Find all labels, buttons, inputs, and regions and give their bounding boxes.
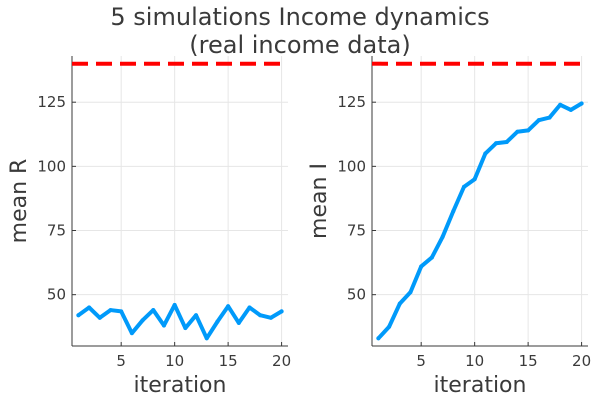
data-point-right-15	[536, 118, 541, 123]
data-point-left-2	[97, 315, 102, 320]
data-point-left-3	[108, 308, 113, 313]
x-axis-title-right: iteration	[434, 373, 527, 398]
y-tick-label-right-0: 50	[347, 286, 366, 304]
panel-left: 5 10 15 20 50 75 100 125 iteration mean R	[7, 56, 291, 398]
data-point-left-9	[172, 302, 177, 307]
x-tick-label-right-3: 20	[572, 352, 591, 370]
panel-right: 5 10 15 20 50 75 100 125 iteration mean I	[307, 56, 591, 398]
data-point-right-1	[387, 324, 392, 329]
y-tick-label-left-2: 100	[37, 157, 66, 175]
data-point-left-0	[76, 313, 81, 318]
series-line-right-0	[376, 101, 584, 341]
data-point-right-17	[558, 102, 563, 107]
data-point-right-6	[440, 234, 445, 239]
data-point-right-14	[526, 128, 531, 133]
x-tick-label-right-2: 15	[519, 352, 538, 370]
data-point-right-7	[451, 209, 456, 214]
y-tick-label-right-3: 125	[337, 93, 366, 111]
data-point-left-18	[268, 315, 273, 320]
y-tick-label-left-0: 50	[47, 286, 66, 304]
data-point-left-16	[247, 305, 252, 310]
data-point-right-11	[494, 141, 499, 146]
data-point-left-15	[236, 320, 241, 325]
y-tick-label-right-2: 100	[337, 157, 366, 175]
data-point-right-0	[376, 336, 381, 341]
data-point-right-3	[408, 290, 413, 295]
data-point-right-8	[461, 184, 466, 189]
x-tick-label-left-0: 5	[116, 352, 126, 370]
data-point-right-18	[568, 107, 573, 112]
data-point-right-16	[547, 115, 552, 120]
chart-title-line-1: 5 simulations Income dynamics	[110, 3, 490, 31]
chart-title-line-2: (real income data)	[189, 31, 411, 59]
x-tick-label-right-0: 5	[416, 352, 426, 370]
data-point-left-17	[258, 313, 263, 318]
y-axis-title-right: mean I	[307, 163, 332, 239]
data-point-left-13	[215, 319, 220, 324]
data-point-left-7	[151, 308, 156, 313]
y-tick-label-left-3: 125	[37, 93, 66, 111]
data-point-right-4	[419, 264, 424, 269]
x-tick-label-left-3: 20	[272, 352, 291, 370]
data-point-left-19	[279, 309, 284, 314]
x-axis-title-left: iteration	[134, 373, 227, 398]
data-point-right-12	[504, 139, 509, 144]
data-point-right-5	[429, 255, 434, 260]
data-point-left-5	[129, 331, 134, 336]
y-axis-title-left: mean R	[7, 159, 32, 244]
x-tick-label-right-1: 10	[465, 352, 484, 370]
data-point-left-10	[183, 326, 188, 331]
data-point-right-9	[472, 177, 477, 182]
data-point-left-6	[140, 318, 145, 323]
data-point-right-10	[483, 151, 488, 156]
data-point-left-1	[87, 305, 92, 310]
x-tick-label-left-1: 10	[165, 352, 184, 370]
data-point-left-12	[204, 336, 209, 341]
data-point-left-4	[119, 309, 124, 314]
data-point-right-13	[515, 129, 520, 134]
y-tick-label-right-1: 75	[347, 222, 366, 240]
y-tick-label-left-1: 75	[47, 222, 66, 240]
data-point-left-11	[194, 313, 199, 318]
data-point-left-8	[161, 323, 166, 328]
data-point-right-19	[579, 101, 584, 106]
x-tick-label-left-2: 15	[219, 352, 238, 370]
data-point-right-2	[397, 301, 402, 306]
data-point-left-14	[226, 304, 231, 309]
